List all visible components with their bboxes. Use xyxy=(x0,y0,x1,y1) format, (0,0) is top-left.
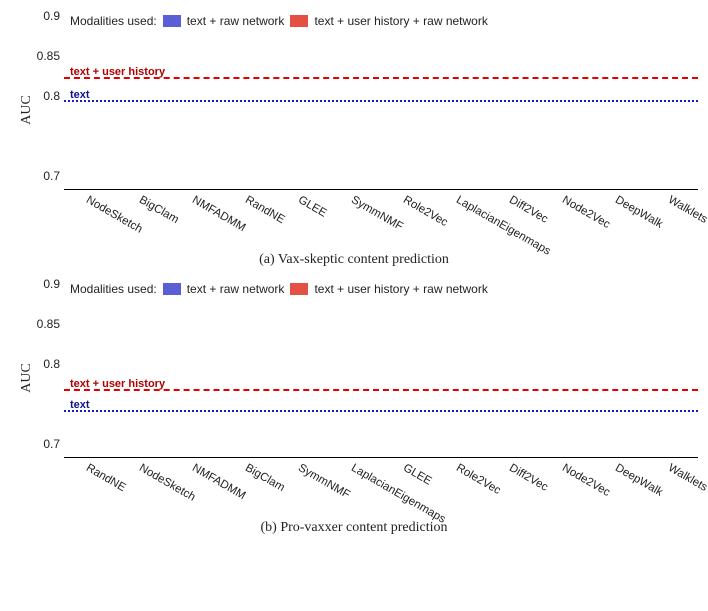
x-labels: RandNENodeSketchNMFADMMBigClamSymmNMFLap… xyxy=(64,458,698,514)
legend-prefix: Modalities used: xyxy=(70,282,157,296)
x-label: Walklets xyxy=(666,194,708,226)
legend-swatch-a xyxy=(163,283,181,295)
y-tick: 0.9 xyxy=(43,277,60,291)
x-label-slot: NMFADMM xyxy=(170,190,223,246)
x-label-slot: Role2Vec xyxy=(434,458,487,514)
legend-label-a: text + raw network xyxy=(187,14,285,28)
x-label-slot: BigClam xyxy=(222,458,275,514)
x-label-slot: NodeSketch xyxy=(117,458,170,514)
y-tick: 0.85 xyxy=(37,49,60,63)
x-label-slot: Diff2Vec xyxy=(487,190,540,246)
x-label-slot: GLEE xyxy=(275,190,328,246)
x-label-slot: Node2Vec xyxy=(539,458,592,514)
y-axis: AUC0.70.80.850.9 xyxy=(10,30,64,190)
x-labels: NodeSketchBigClamNMFADMMRandNE GLEESymmNM… xyxy=(64,190,698,246)
x-axis: NodeSketchBigClamNMFADMMRandNE GLEESymmNM… xyxy=(10,190,698,246)
x-label-slot: RandNE xyxy=(64,458,117,514)
y-tick: 0.9 xyxy=(43,9,60,23)
x-label-slot: Walklets xyxy=(645,458,698,514)
x-label-slot: GLEE xyxy=(381,458,434,514)
legend-swatch-a xyxy=(163,15,181,27)
x-label-slot: Walklets xyxy=(645,190,698,246)
x-label-slot: SymmNMF xyxy=(328,190,381,246)
y-tick: 0.8 xyxy=(43,89,60,103)
bars-row xyxy=(64,30,698,189)
y-ticks: 0.70.80.850.9 xyxy=(18,298,60,458)
plot-wrap: AUC0.70.80.850.9text + user historytext xyxy=(10,30,698,190)
x-label: GLEE xyxy=(296,194,329,220)
y-tick: 0.85 xyxy=(37,317,60,331)
y-tick: 0.7 xyxy=(43,169,60,183)
legend-label-b: text + user history + raw network xyxy=(314,282,487,296)
plot-wrap: AUC0.70.80.850.9text + user historytext xyxy=(10,298,698,458)
y-axis: AUC0.70.80.850.9 xyxy=(10,298,64,458)
legend-swatch-b xyxy=(290,15,308,27)
x-label-slot: Diff2Vec xyxy=(487,458,540,514)
legend-label-b: text + user history + raw network xyxy=(314,14,487,28)
chart-panel-top: Modalities used: text + raw network text +… xyxy=(10,14,698,268)
legend: Modalities used: text + raw network text +… xyxy=(10,282,698,296)
legend: Modalities used: text + raw network text +… xyxy=(10,14,698,28)
x-label-slot: Role2Vec xyxy=(381,190,434,246)
x-axis: RandNENodeSketchNMFADMMBigClamSymmNMFLap… xyxy=(10,458,698,514)
x-label-slot: SymmNMF xyxy=(275,458,328,514)
x-label-slot: LaplacianEigenmaps xyxy=(434,190,487,246)
bars-row xyxy=(64,298,698,457)
legend-label-a: text + raw network xyxy=(187,282,285,296)
x-label-slot: DeepWalk xyxy=(592,190,645,246)
legend-swatch-b xyxy=(290,283,308,295)
y-ticks: 0.70.80.850.9 xyxy=(18,30,60,190)
plot-area: text + user historytext xyxy=(64,298,698,458)
x-label-slot: BigClam xyxy=(117,190,170,246)
x-label-slot: RandNE xyxy=(222,190,275,246)
subplot-caption: (b) Pro-vaxxer content prediction xyxy=(10,520,698,536)
x-label-slot: Node2Vec xyxy=(539,190,592,246)
y-tick: 0.8 xyxy=(43,357,60,371)
figure-root: Modalities used: text + raw network text +… xyxy=(10,14,698,536)
legend-prefix: Modalities used: xyxy=(70,14,157,28)
chart-panel-bot: Modalities used: text + raw network text +… xyxy=(10,282,698,536)
y-tick: 0.7 xyxy=(43,437,60,451)
x-label-slot: LaplacianEigenmaps xyxy=(328,458,381,514)
x-label: Walklets xyxy=(666,462,708,494)
x-label-slot: NodeSketch xyxy=(64,190,117,246)
x-label-slot: NMFADMM xyxy=(170,458,223,514)
x-label: GLEE xyxy=(401,462,434,488)
x-label-slot: DeepWalk xyxy=(592,458,645,514)
subplot-caption: (a) Vax-skeptic content prediction xyxy=(10,252,698,268)
plot-area: text + user historytext xyxy=(64,30,698,190)
